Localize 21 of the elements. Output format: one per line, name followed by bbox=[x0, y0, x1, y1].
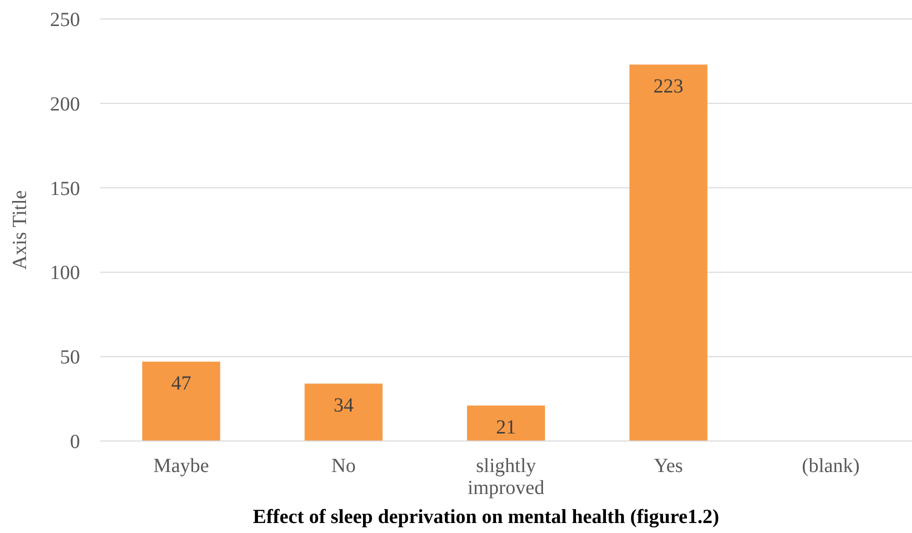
y-tick-label: 200 bbox=[50, 93, 80, 116]
x-tick-label: Maybe bbox=[153, 455, 210, 477]
data-label: 47 bbox=[171, 372, 192, 395]
y-tick-label: 100 bbox=[50, 262, 80, 284]
data-label: 34 bbox=[334, 394, 354, 417]
y-tick-label: 0 bbox=[70, 431, 80, 453]
bar bbox=[304, 384, 383, 441]
x-tick-label: Yes bbox=[654, 455, 684, 477]
data-label: 223 bbox=[653, 76, 684, 98]
bar bbox=[142, 362, 220, 441]
text: Effect of sleep deprivation on mental health (figure1.2) bbox=[252, 506, 720, 528]
y-tick-label: 250 bbox=[50, 9, 80, 31]
y-tick-label: 50 bbox=[60, 346, 80, 369]
x-tick-label: (blank) bbox=[802, 455, 860, 477]
x-tick-label: slightly improved bbox=[468, 455, 544, 499]
data-label: 21 bbox=[496, 416, 516, 439]
x-tick-label: No bbox=[331, 455, 356, 477]
y-tick-label: 150 bbox=[50, 178, 80, 200]
bar bbox=[467, 406, 545, 441]
bar bbox=[629, 64, 708, 441]
y-axis-title: Axis Title bbox=[9, 190, 31, 270]
